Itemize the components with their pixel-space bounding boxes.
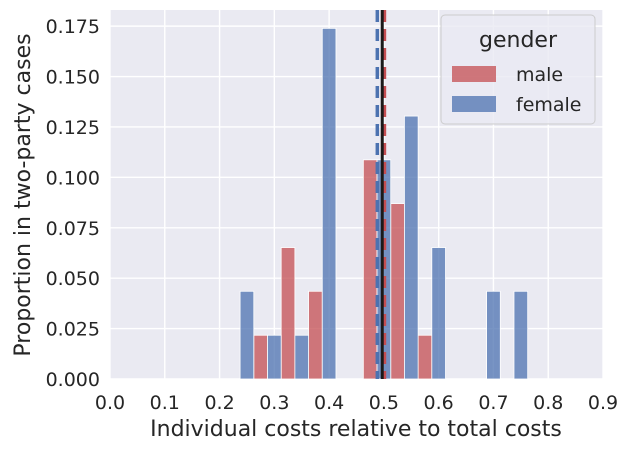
bars [239,27,529,380]
y-tick-label: 0.000 [46,369,100,391]
x-tick-label: 0.1 [150,392,180,414]
bar-male [362,159,378,380]
x-tick-label: 0.5 [369,392,399,414]
legend-title: gender [479,28,558,53]
x-tick-label: 0.6 [424,392,454,414]
bar-male [280,247,296,380]
bar-female [431,247,446,380]
y-tick-label: 0.100 [46,167,100,189]
x-axis-label: Individual costs relative to total costs [150,417,562,442]
bar-female [321,27,337,380]
bar-female [486,290,501,380]
mean-lines [375,10,387,379]
y-tick-label: 0.075 [46,218,100,240]
x-tick-label: 0.2 [204,392,234,414]
y-tick-label: 0.125 [46,117,100,139]
legend: gender male female [440,14,596,125]
bar-male [308,290,323,380]
x-tick-label: 0.9 [588,392,618,414]
y-tick-label: 0.050 [46,268,100,290]
bar-female [404,115,419,380]
bar-male [253,334,268,380]
bar-female [267,334,282,380]
bar-male [390,203,405,380]
x-tick-label: 0.4 [314,392,344,414]
bar-female [239,290,255,380]
x-tick-labels: 0.0 0.1 0.2 0.3 0.4 0.5 0.6 0.7 0.8 0.9 [95,392,618,414]
bar-male [417,334,433,380]
y-tick-label: 0.150 [46,67,100,89]
x-tick-label: 0.0 [95,392,125,414]
x-tick-label: 0.7 [478,392,508,414]
y-tick-label: 0.175 [46,16,100,38]
legend-label-female: female [516,94,582,116]
bar-female [294,334,309,380]
legend-label-male: male [516,64,563,86]
y-axis-label: Proportion in two-party cases [11,33,36,356]
x-tick-label: 0.3 [259,392,289,414]
y-tick-labels: 0.000 0.025 0.050 0.075 0.100 0.125 0.150 0.175 [46,16,100,391]
x-tick-label: 0.8 [533,392,563,414]
y-tick-label: 0.025 [46,319,100,341]
bar-female [513,290,529,380]
legend-swatch-male [452,66,496,82]
legend-swatch-female [452,96,496,112]
